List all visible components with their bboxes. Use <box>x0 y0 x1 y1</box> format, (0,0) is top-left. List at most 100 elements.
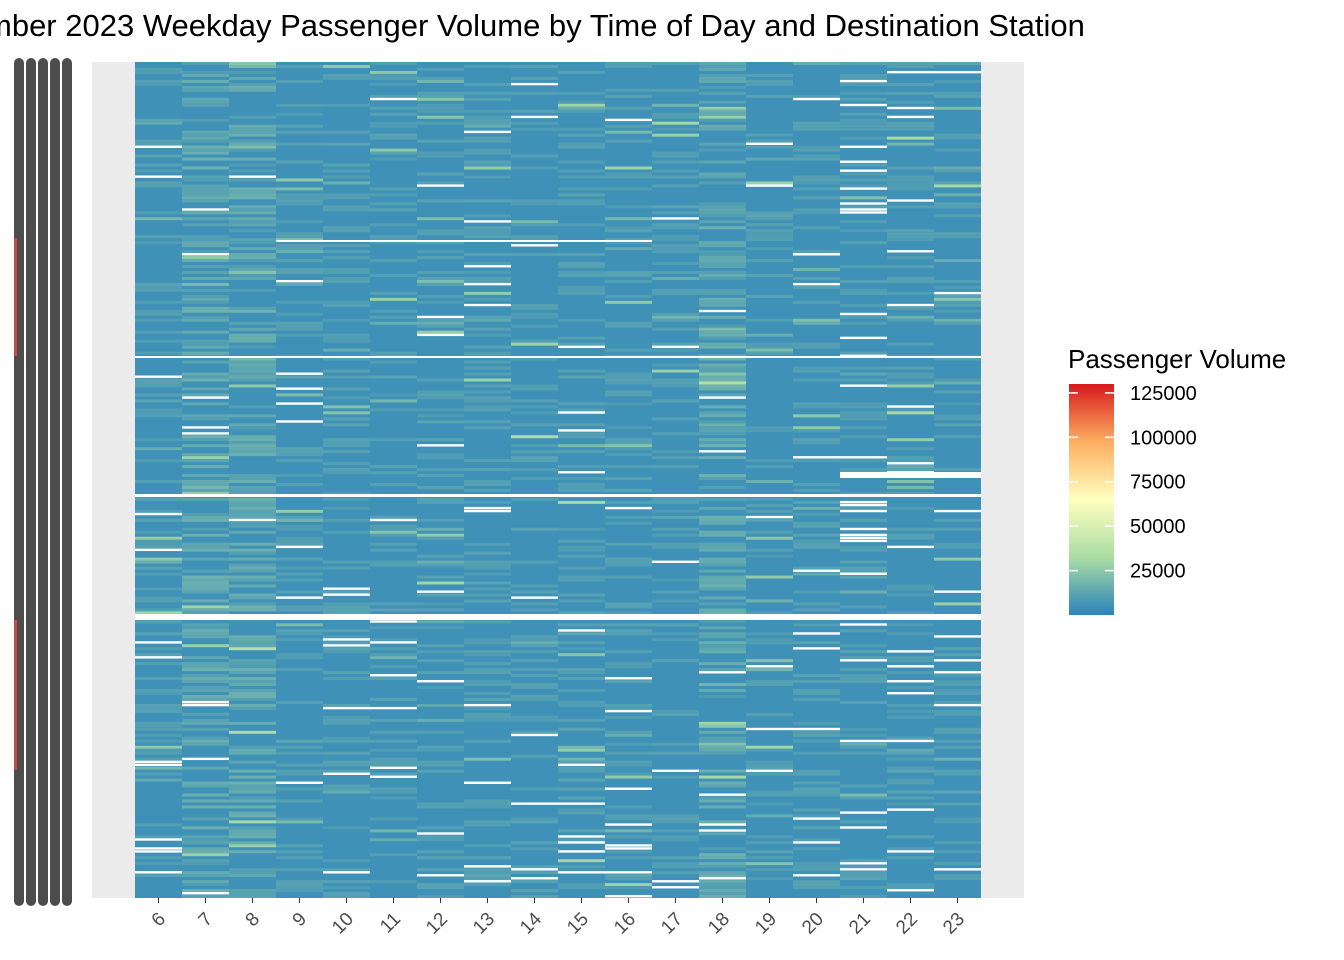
heatmap-cell <box>417 396 464 400</box>
heatmap-cell <box>699 205 746 209</box>
heatmap-cell <box>605 175 652 179</box>
heatmap-cell <box>652 211 699 215</box>
heatmap-cell <box>464 650 511 654</box>
heatmap-cell <box>605 447 652 451</box>
heatmap-cell <box>135 656 182 659</box>
heatmap-cell <box>464 865 511 868</box>
heatmap-cell <box>464 468 511 472</box>
heatmap-cell <box>511 880 558 884</box>
heatmap-cell <box>323 871 370 874</box>
heatmap-cell <box>229 820 276 824</box>
heatmap-cell <box>135 641 182 644</box>
y-tick-label-column <box>14 58 24 906</box>
heatmap-cell <box>558 100 605 104</box>
x-tick-label: 19 <box>751 909 781 939</box>
heatmap-cell <box>229 414 276 418</box>
heatmap-cell <box>182 668 229 672</box>
heatmap-cell <box>699 742 746 746</box>
heatmap-cell <box>370 106 417 110</box>
heatmap-cell <box>934 671 981 674</box>
heatmap-cell <box>793 787 840 791</box>
heatmap-cell <box>323 196 370 200</box>
heatmap-missing-cell <box>840 472 981 478</box>
heatmap-cell <box>464 572 511 576</box>
heatmap-cell <box>605 172 652 176</box>
heatmap-cell <box>182 599 229 603</box>
heatmap-cell <box>323 895 370 898</box>
heatmap-cell <box>699 542 746 546</box>
heatmap-cell <box>323 647 370 651</box>
heatmap-cell <box>793 838 840 842</box>
heatmap-cell <box>276 247 323 251</box>
heatmap-cell <box>182 527 229 531</box>
heatmap-cell <box>370 62 417 65</box>
heatmap-cell <box>323 721 370 725</box>
heatmap-cell <box>276 187 323 191</box>
heatmap-cell <box>417 895 464 898</box>
heatmap-cell <box>276 447 323 451</box>
heatmap-cell <box>558 811 605 815</box>
heatmap-cell <box>605 886 652 890</box>
heatmap-cell <box>182 465 229 469</box>
heatmap-cell <box>417 802 464 806</box>
heatmap-cell <box>135 847 182 850</box>
heatmap-cell <box>793 441 840 445</box>
heatmap-cell <box>464 291 511 295</box>
heatmap-cell <box>135 282 182 286</box>
heatmap-cell <box>182 238 229 242</box>
heatmap-cell <box>605 294 652 298</box>
heatmap-cell <box>229 689 276 692</box>
heatmap-cell <box>605 390 652 394</box>
heatmap-cell <box>652 775 699 779</box>
heatmap-cell <box>182 444 229 448</box>
heatmap-cell <box>229 751 276 755</box>
heatmap-cell <box>229 593 276 597</box>
heatmap-cell <box>229 477 276 480</box>
heatmap-cell <box>182 193 229 197</box>
heatmap-cell <box>182 686 229 689</box>
heatmap-cell <box>887 623 934 627</box>
heatmap-cell <box>699 456 746 460</box>
heatmap-cell <box>417 217 464 221</box>
heatmap-cell <box>464 563 511 567</box>
heatmap-cell <box>793 378 840 382</box>
heatmap-cell <box>793 438 840 442</box>
heatmap-cell <box>605 247 652 251</box>
heatmap-cell <box>840 727 887 731</box>
heatmap-cell <box>605 500 652 504</box>
heatmap-cell <box>276 772 323 776</box>
heatmap-cell <box>229 721 276 725</box>
heatmap-cell <box>135 548 182 552</box>
heatmap-cell <box>417 276 464 280</box>
heatmap-cell <box>652 205 699 209</box>
heatmap-cell <box>464 232 511 236</box>
heatmap-cell <box>652 623 699 627</box>
heatmap-cell <box>699 300 746 304</box>
heatmap-cell <box>934 136 981 140</box>
heatmap-cell <box>229 256 276 260</box>
heatmap-cell <box>135 823 182 827</box>
heatmap-cell <box>605 348 652 352</box>
heatmap-cell <box>464 712 511 716</box>
heatmap-cell <box>511 450 558 454</box>
heatmap-cell <box>840 118 887 122</box>
heatmap-cell <box>323 787 370 791</box>
heatmap-cell <box>699 596 746 600</box>
heatmap-cell <box>699 497 746 501</box>
heatmap-cell <box>464 581 511 585</box>
heatmap-cell <box>934 518 981 522</box>
heatmap-cell <box>417 886 464 890</box>
heatmap-cell <box>323 169 370 173</box>
heatmap-cell <box>934 700 981 704</box>
heatmap-cell <box>887 847 934 851</box>
heatmap-cell <box>370 838 417 842</box>
heatmap-cell <box>464 805 511 809</box>
heatmap-cell <box>464 668 511 672</box>
heatmap-cell <box>276 79 323 83</box>
heatmap-cell <box>464 856 511 860</box>
heatmap-cell <box>746 641 793 645</box>
heatmap-cell <box>793 285 840 289</box>
heatmap-cell <box>323 497 370 501</box>
heatmap-cell <box>229 635 276 639</box>
heatmap-cell <box>511 584 558 588</box>
